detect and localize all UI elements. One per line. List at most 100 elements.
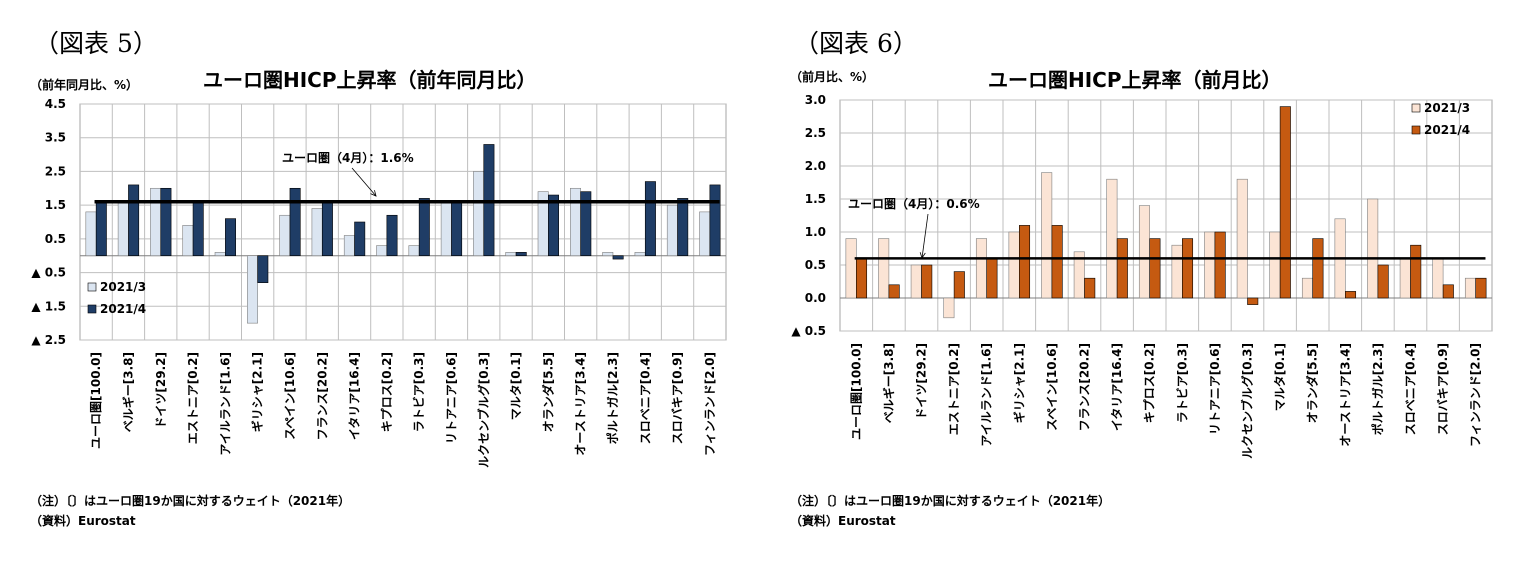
y-tick-label: ▲ 2.5 bbox=[31, 333, 66, 347]
bar-2021-3 bbox=[845, 238, 857, 299]
bar-2021-4 bbox=[921, 264, 933, 299]
legend-label: 2021/3 bbox=[100, 280, 146, 294]
category-label: キプロス[0.2] bbox=[379, 352, 394, 432]
chart-panel-hicp-mom: （図表 6） （前月比、%） ユーロ圏HICP上昇率（前月比） 3.0 2.5 2.… bbox=[760, 0, 1519, 562]
reference-arrow-head bbox=[919, 252, 926, 259]
bar-2021-3 bbox=[408, 245, 420, 257]
y-tick-label: 0.5 bbox=[805, 258, 826, 272]
category-label: ギリシャ[2.1] bbox=[1011, 343, 1026, 423]
category-label: スロバキア[0.9] bbox=[671, 352, 685, 444]
bar-2021-4 bbox=[95, 201, 107, 257]
bar-2021-3 bbox=[85, 211, 97, 257]
bar-2021-4 bbox=[548, 194, 559, 257]
bar-2021-3 bbox=[1041, 172, 1053, 299]
category-label: ポルトガル[2.3] bbox=[605, 352, 620, 444]
note-weight: （注）〔〕はユーロ圏19か国に対するウェイト（2021年） bbox=[790, 494, 1111, 508]
category-label: イタリア[16.4] bbox=[1110, 343, 1124, 431]
bar-2021-4 bbox=[289, 187, 301, 257]
category-label: ユーロ圏[100.0] bbox=[89, 352, 103, 449]
bar-2021-3 bbox=[878, 238, 890, 299]
category-label: ドイツ[29.2] bbox=[915, 343, 929, 420]
bar-2021-3 bbox=[279, 214, 291, 257]
bar-2021-3 bbox=[1301, 277, 1314, 299]
category-label: フランス[20.2] bbox=[1078, 343, 1092, 431]
bar-2021-4 bbox=[354, 221, 366, 257]
bar-2021-4 bbox=[1149, 238, 1161, 299]
bar-2021-3 bbox=[699, 211, 711, 257]
category-label: ユーロ圏[100.0] bbox=[849, 343, 863, 440]
figure-label: （図表 5） bbox=[34, 29, 158, 58]
y-axis-title: （前月比、%） bbox=[790, 70, 875, 84]
bar-2021-4 bbox=[225, 218, 236, 257]
bar-2021-4 bbox=[1344, 291, 1357, 299]
category-label: イタリア[16.4] bbox=[348, 352, 362, 440]
bar-2021-4 bbox=[1475, 277, 1487, 299]
bar-2021-4 bbox=[677, 198, 689, 257]
y-tick-label: ▲ 0.5 bbox=[31, 266, 66, 280]
category-label: スロバキア[0.9] bbox=[1436, 343, 1450, 435]
y-tick-label: 4.5 bbox=[45, 97, 66, 111]
bar-2021-4 bbox=[1247, 297, 1259, 305]
category-label: アイルランド[1.6] bbox=[218, 352, 232, 456]
bar-2021-4 bbox=[192, 201, 204, 257]
bar-2021-3 bbox=[910, 264, 922, 299]
category-label: ラトビア[0.3] bbox=[411, 352, 426, 432]
category-label: ベルギー[3.8] bbox=[120, 352, 135, 432]
bar-2021-3 bbox=[376, 245, 388, 257]
y-tick-label: 0.5 bbox=[45, 232, 66, 246]
y-tick-label: 1.5 bbox=[805, 192, 826, 206]
bar-2021-4 bbox=[644, 181, 656, 257]
bar-2021-4 bbox=[1051, 225, 1063, 299]
category-label: ポルトガル[2.3] bbox=[1370, 343, 1385, 435]
category-label: マルタ[0.1] bbox=[509, 352, 523, 420]
category-label: フィンランド[2.0] bbox=[1469, 343, 1483, 447]
bar-2021-4 bbox=[1410, 244, 1422, 299]
category-label: オーストリア[3.4] bbox=[574, 352, 588, 456]
bar-2021-4 bbox=[986, 258, 998, 299]
bar-2021-3 bbox=[505, 252, 517, 257]
bar-2021-3 bbox=[1138, 205, 1151, 299]
category-label: ドイツ[29.2] bbox=[154, 352, 168, 429]
legend-swatch-2021-4 bbox=[1411, 125, 1421, 135]
bar-2021-4 bbox=[612, 255, 624, 260]
bar-2021-3 bbox=[1432, 258, 1444, 299]
legend-label: 2021/4 bbox=[1424, 123, 1470, 137]
bar-2021-3 bbox=[311, 208, 323, 257]
bar-2021-3 bbox=[666, 204, 678, 257]
bar-2021-4 bbox=[321, 201, 333, 257]
category-label: スロベニア[0.4] bbox=[1404, 343, 1418, 435]
bar-chart-hicp-yoy: 4.5 3.5 2.5 1.5 0.5 ▲ 0.5 ▲ 1.5 ▲ 2.5 ユーロ圏（4月）：1… bbox=[31, 97, 727, 468]
category-label: フィンランド[2.0] bbox=[703, 352, 717, 456]
legend-label: 2021/4 bbox=[100, 302, 146, 316]
bar-2021-3 bbox=[1464, 277, 1477, 299]
bar-2021-3 bbox=[943, 297, 955, 319]
bar-2021-3 bbox=[117, 201, 129, 257]
bar-2021-3 bbox=[975, 238, 988, 299]
reference-arrow bbox=[921, 213, 929, 259]
category-label: リトアニア[0.6] bbox=[1208, 343, 1222, 435]
category-label: フランス[20.2] bbox=[315, 352, 329, 440]
category-label: オランダ[5.5] bbox=[540, 352, 555, 432]
bar-2021-4 bbox=[1181, 238, 1194, 299]
bar-2021-3 bbox=[150, 187, 162, 257]
legend-swatch-2021-4 bbox=[87, 304, 97, 314]
category-label: マルタ[0.1] bbox=[1273, 343, 1287, 411]
note-weight: （注）〔〕はユーロ圏19か国に対するウェイト（2021年） bbox=[30, 494, 351, 508]
bar-2021-4 bbox=[1018, 225, 1031, 299]
bar-2021-4 bbox=[386, 214, 398, 257]
y-tick-label: 2.5 bbox=[805, 126, 826, 140]
category-label: ベルギー[3.8] bbox=[881, 343, 896, 423]
y-tick-label: ▲ 0.5 bbox=[791, 324, 826, 338]
bar-2021-3 bbox=[570, 187, 581, 257]
bar-2021-3 bbox=[247, 255, 258, 324]
reference-arrow-head bbox=[370, 190, 377, 197]
category-label: リトアニア[0.6] bbox=[444, 352, 458, 444]
bar-2021-3 bbox=[1236, 178, 1248, 299]
bar-2021-3 bbox=[1106, 178, 1118, 299]
reference-line-label: ユーロ圏（4月）：0.6% bbox=[848, 196, 980, 211]
y-tick-label: 2.5 bbox=[45, 164, 66, 178]
category-label: スペイン[10.6] bbox=[283, 352, 297, 440]
bar-2021-4 bbox=[709, 184, 721, 257]
chart-panel-hicp-yoy: （図表 5） （前年同月比、%） ユーロ圏HICP上昇率（前年同月比） 4.5 3… bbox=[0, 0, 759, 562]
bar-2021-4 bbox=[1116, 238, 1128, 299]
